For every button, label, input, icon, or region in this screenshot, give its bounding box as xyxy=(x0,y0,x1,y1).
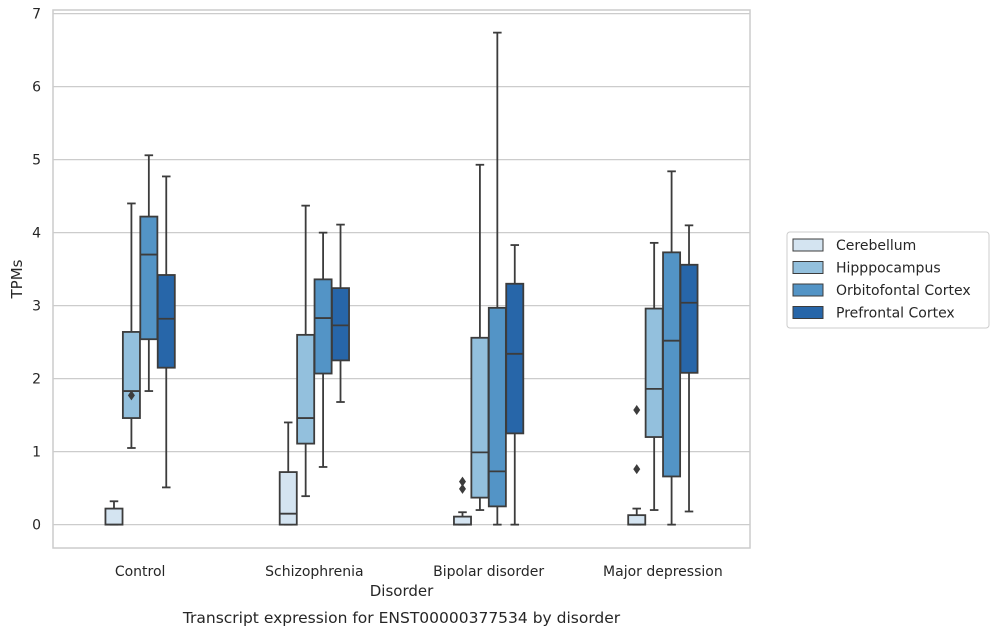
box xyxy=(331,223,350,403)
box xyxy=(104,500,124,526)
box-body xyxy=(505,282,525,435)
box xyxy=(121,202,141,449)
y-axis-ticks: 0 1 2 3 4 5 6 7 xyxy=(32,7,41,534)
y-tick-label: 4 xyxy=(32,226,41,242)
outlier-point xyxy=(127,390,135,401)
y-tick-label: 5 xyxy=(32,153,41,169)
y-tick-label: 7 xyxy=(32,7,41,23)
x-tick-label: Control xyxy=(115,564,166,580)
box-body xyxy=(453,515,472,526)
box-body xyxy=(679,263,699,374)
chart-caption: Transcript expression for ENST0000037753… xyxy=(182,609,621,627)
box-body xyxy=(313,278,333,375)
legend-label: Prefrontal Cortex xyxy=(836,306,955,322)
outlier-point xyxy=(633,405,641,416)
box xyxy=(644,241,664,511)
x-tick-label: Bipolar disorder xyxy=(433,564,544,580)
legend-label: Orbitofontal Cortex xyxy=(836,283,971,299)
y-axis-title: TPMs xyxy=(8,259,26,299)
box-series xyxy=(104,31,699,526)
plot-area-frame xyxy=(52,9,751,549)
box xyxy=(505,244,525,526)
y-tick-label: 6 xyxy=(32,80,41,96)
legend-frame xyxy=(786,231,990,329)
legend: Cerebellum Hipppocampus Orbitofontal Corte… xyxy=(786,231,990,329)
box-body xyxy=(139,215,159,341)
box xyxy=(156,175,176,489)
legend-swatch xyxy=(792,238,824,252)
legend-label: Cerebellum xyxy=(836,238,916,254)
box xyxy=(627,405,647,526)
legend-swatch xyxy=(792,261,824,274)
y-tick-label: 3 xyxy=(32,299,41,315)
box xyxy=(278,421,298,526)
box-body xyxy=(104,507,124,526)
box-body xyxy=(121,331,141,419)
x-axis-ticks: Control Schizophrenia Bipolar disorder Majo… xyxy=(115,564,723,580)
y-tick-label: 0 xyxy=(32,518,41,534)
x-tick-label: Major depression xyxy=(603,564,723,580)
series-orbitofontal-cortex xyxy=(139,31,682,526)
box-body xyxy=(296,333,316,445)
x-tick-label: Schizophrenia xyxy=(265,564,363,580)
series-prefrontal-cortex xyxy=(156,175,699,526)
box xyxy=(453,476,472,526)
outlier-point xyxy=(633,464,641,475)
y-tick-label: 2 xyxy=(32,372,41,388)
box-body xyxy=(331,287,350,362)
box xyxy=(662,170,682,526)
box-body xyxy=(278,471,298,526)
box-body xyxy=(470,336,490,499)
legend-swatch xyxy=(792,283,824,297)
outlier-point xyxy=(458,476,466,487)
x-axis-title: Disorder xyxy=(370,582,434,600)
box-body xyxy=(644,307,664,438)
series-hipppocampus xyxy=(121,163,664,511)
series-cerebellum xyxy=(104,405,647,526)
legend-swatch xyxy=(792,306,824,319)
box xyxy=(470,163,490,511)
box xyxy=(679,224,699,513)
outlier-point xyxy=(458,483,466,494)
box xyxy=(296,204,316,498)
legend-label: Hipppocampus xyxy=(836,261,941,277)
box-body xyxy=(156,274,176,369)
box-body xyxy=(627,514,647,526)
box-body xyxy=(662,251,682,478)
box-body xyxy=(487,306,507,508)
y-tick-label: 1 xyxy=(32,445,41,461)
